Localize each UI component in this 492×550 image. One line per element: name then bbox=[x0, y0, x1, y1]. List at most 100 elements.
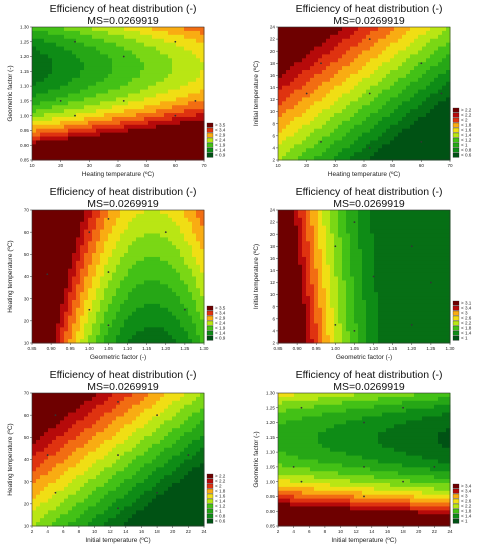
heat-cell bbox=[378, 46, 383, 51]
heat-cell bbox=[64, 50, 69, 55]
heat-cell bbox=[112, 124, 117, 130]
heat-cell bbox=[64, 225, 69, 231]
heat-cell bbox=[290, 335, 295, 340]
x-axis-label-2: Heating temperature (ºC) bbox=[328, 171, 400, 178]
heat-cell bbox=[152, 144, 157, 149]
heat-cell bbox=[200, 213, 205, 219]
heat-cell bbox=[32, 288, 37, 293]
heat-cell bbox=[36, 268, 41, 274]
heat-cell bbox=[318, 331, 323, 336]
heat-cell bbox=[200, 256, 205, 262]
heat-cell bbox=[334, 128, 339, 134]
heat-cell bbox=[80, 144, 85, 149]
heat-cell bbox=[148, 237, 153, 242]
heat-cell bbox=[430, 128, 435, 134]
heat-cell bbox=[112, 46, 117, 51]
heat-cell bbox=[192, 30, 197, 36]
heat-cell bbox=[96, 27, 101, 32]
heat-cell bbox=[112, 42, 117, 48]
heat-cell bbox=[200, 101, 205, 106]
heat-cell bbox=[298, 335, 303, 340]
heat-cell bbox=[362, 30, 367, 36]
heat-cell bbox=[398, 156, 403, 161]
heat-cell bbox=[80, 264, 85, 270]
heat-cell bbox=[64, 331, 69, 336]
legend-label: < 1.8 bbox=[461, 123, 472, 128]
heat-cell bbox=[60, 148, 65, 153]
heat-cell bbox=[318, 303, 323, 309]
heat-cell bbox=[144, 233, 149, 238]
heat-cell bbox=[32, 245, 37, 250]
heat-cell bbox=[322, 210, 327, 215]
heat-cell bbox=[310, 339, 315, 344]
heat-cell bbox=[434, 152, 439, 157]
heat-cell bbox=[338, 148, 343, 153]
heat-cell bbox=[128, 284, 133, 289]
heat-cell bbox=[334, 89, 339, 94]
heat-cell bbox=[386, 116, 391, 122]
heat-cell bbox=[298, 233, 303, 238]
heat-cell bbox=[80, 66, 85, 71]
heat-cell bbox=[374, 128, 379, 134]
heat-cell bbox=[140, 54, 145, 59]
heat-cell bbox=[36, 217, 41, 223]
heat-cell bbox=[156, 260, 161, 266]
heat-cell bbox=[342, 81, 347, 87]
heat-cell bbox=[60, 34, 65, 40]
heat-cell bbox=[330, 81, 335, 87]
heat-cell bbox=[196, 327, 201, 332]
heat-cell bbox=[196, 77, 201, 83]
heat-cell bbox=[148, 109, 153, 114]
heat-cell bbox=[64, 284, 69, 289]
heat-cell bbox=[290, 217, 295, 223]
heat-cell bbox=[378, 30, 383, 36]
heat-cell bbox=[32, 156, 37, 161]
heat-cell bbox=[176, 97, 181, 102]
heat-cell bbox=[282, 81, 287, 87]
legend-swatch bbox=[206, 330, 214, 336]
heat-cell bbox=[176, 27, 181, 32]
heat-cell bbox=[398, 152, 403, 157]
heat-cell bbox=[56, 105, 61, 110]
heat-cell bbox=[430, 113, 435, 118]
heat-cell bbox=[60, 256, 65, 262]
heat-cell bbox=[100, 152, 105, 157]
heat-cell bbox=[196, 156, 201, 161]
heat-cell bbox=[402, 89, 407, 94]
heat-cell bbox=[172, 58, 177, 63]
heat-cell bbox=[200, 81, 205, 87]
heat-cell bbox=[322, 237, 327, 242]
heat-cell bbox=[414, 97, 419, 102]
heat-cell bbox=[48, 284, 53, 289]
heat-cell bbox=[96, 256, 101, 262]
heat-cell bbox=[338, 109, 343, 114]
heat-cell bbox=[426, 97, 431, 102]
heat-cell bbox=[418, 132, 423, 138]
heat-cell bbox=[140, 280, 145, 285]
heat-cell bbox=[116, 256, 121, 262]
heat-cell bbox=[120, 124, 125, 130]
heat-cell bbox=[430, 152, 435, 157]
heat-cell bbox=[200, 152, 205, 157]
heat-cell bbox=[120, 264, 125, 270]
design-point bbox=[305, 92, 308, 95]
heat-cell bbox=[322, 34, 327, 40]
heat-cell bbox=[426, 156, 431, 161]
heat-cell bbox=[338, 46, 343, 51]
heat-cell bbox=[172, 217, 177, 223]
heat-cell bbox=[88, 276, 93, 281]
heat-cell bbox=[382, 73, 387, 79]
heat-cell bbox=[386, 77, 391, 83]
heat-cell bbox=[318, 217, 323, 223]
heat-cell bbox=[314, 268, 319, 274]
heat-cell bbox=[446, 109, 451, 114]
heat-cell bbox=[72, 70, 77, 75]
heat-cell bbox=[406, 144, 411, 149]
heat-cell bbox=[434, 34, 439, 40]
heat-cell bbox=[286, 34, 291, 40]
heat-cell bbox=[36, 58, 41, 63]
heat-cell bbox=[96, 152, 101, 157]
heat-cell bbox=[72, 225, 77, 231]
heat-cell bbox=[144, 272, 149, 277]
heat-cell bbox=[144, 116, 149, 122]
